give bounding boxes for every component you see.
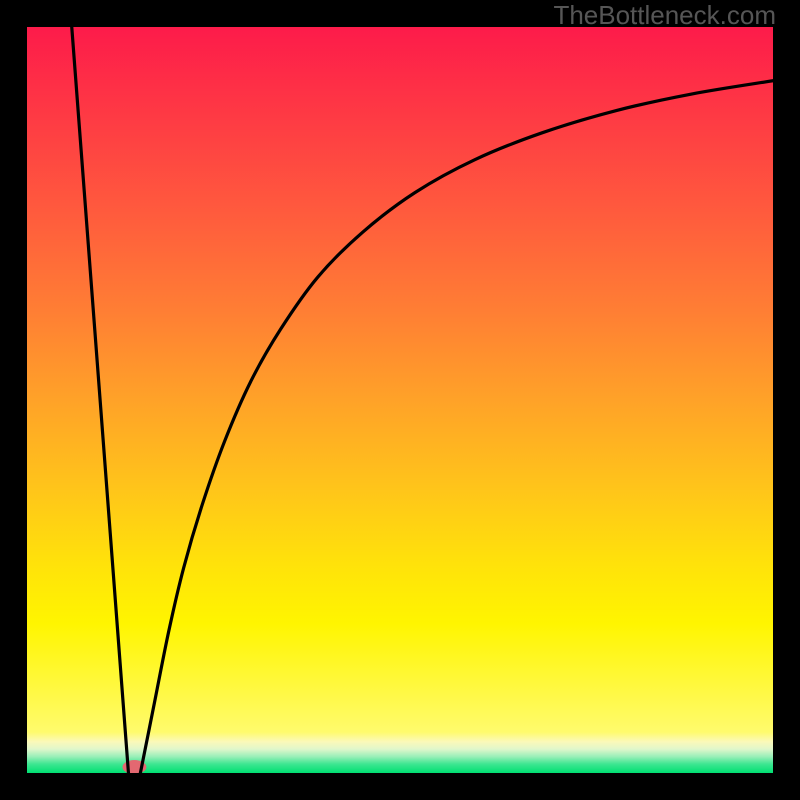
- chart-frame: TheBottleneck.com: [0, 0, 800, 800]
- plot-area: [27, 27, 773, 773]
- watermark-text: TheBottleneck.com: [553, 0, 776, 31]
- gradient-background: [27, 27, 773, 773]
- plot-svg: [27, 27, 773, 773]
